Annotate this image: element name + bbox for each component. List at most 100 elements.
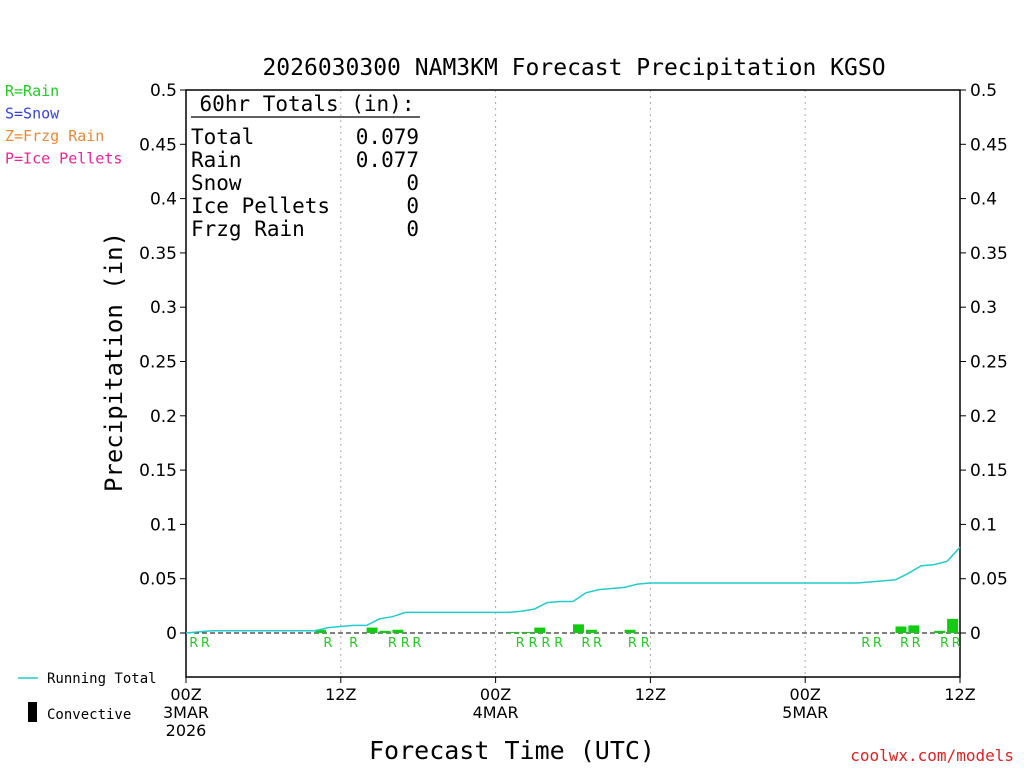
series-legend-label: Convective <box>47 707 131 723</box>
plot-area-frame <box>185 89 961 678</box>
rain-marker: R <box>201 636 210 651</box>
precip-bar <box>521 631 533 633</box>
rain-marker: R <box>593 636 602 651</box>
precip-bar <box>573 624 584 633</box>
totals-label: Ice Pellets <box>191 194 330 218</box>
totals-value: 0 <box>406 194 419 218</box>
precip-bar <box>585 629 597 633</box>
y-tick-label-right: 0.2 <box>970 407 997 427</box>
rain-marker: R <box>388 636 397 651</box>
vertical-gridlines <box>340 90 806 677</box>
y-tick-label-right: 0.4 <box>970 190 997 210</box>
rain-marker: R <box>541 636 550 651</box>
rain-marker: R <box>528 636 537 651</box>
y-axis-label: Precipitation (in) <box>100 232 128 492</box>
precip-bar <box>624 629 636 633</box>
rain-marker: R <box>861 636 870 651</box>
precip-bar <box>947 618 959 633</box>
rain-marker: R <box>189 636 198 651</box>
totals-label: Total <box>191 125 254 149</box>
type-legend-item: P=Ice Pellets <box>5 150 122 168</box>
y-tick-label-right: 0 <box>970 624 981 644</box>
y-tick-label-left: 0.05 <box>139 570 177 590</box>
rain-marker: R <box>900 636 909 651</box>
type-legend-item: Z=Frzg Rain <box>5 127 104 145</box>
type-legend-item: S=Snow <box>5 105 60 123</box>
x-tick-label: 5MAR <box>782 703 828 722</box>
y-tick-label-left: 0.45 <box>139 135 177 155</box>
precip-type-legend: R=Rain S=Snow Z=Frzg Rain P=Ice Pellets <box>5 82 122 168</box>
y-tick-label-right: 0.45 <box>970 135 1008 155</box>
totals-box: 60hr Totals (in): Total 0.079 Rain 0.077 Sno… <box>191 92 420 241</box>
y-tick-label-left: 0.25 <box>139 353 177 373</box>
y-tick-label-left: 0.2 <box>150 407 177 427</box>
convective-legend-swatch <box>28 702 37 722</box>
rain-marker: R <box>516 636 525 651</box>
totals-rows: Total 0.079 Rain 0.077 Snow 0 Ice Pellets 0 Frzg… <box>191 125 419 241</box>
x-axis-label: Forecast Time (UTC) <box>369 736 655 765</box>
precip-bar <box>379 630 391 633</box>
totals-label: Rain <box>191 148 242 172</box>
rain-marker: R <box>323 636 332 651</box>
y-tick-label-left: 0.15 <box>139 461 177 481</box>
rain-marker: R <box>641 636 650 651</box>
y-tick-label-right: 0.5 <box>970 81 997 101</box>
rain-marker: R <box>401 636 410 651</box>
y-tick-label-left: 0.1 <box>150 515 177 535</box>
x-tick-label: 2026 <box>166 721 207 740</box>
rain-marker: R <box>554 636 563 651</box>
rain-marker: R <box>628 636 637 651</box>
rain-marker: R <box>581 636 590 651</box>
y-tick-label-left: 0.3 <box>150 298 177 318</box>
y-tick-label-right: 0.15 <box>970 461 1008 481</box>
rain-marker: R <box>912 636 921 651</box>
hourly-precip-bars <box>315 618 959 633</box>
totals-label: Frzg Rain <box>191 217 305 241</box>
x-tick-label: 12Z <box>635 685 666 704</box>
running-total-series <box>185 546 961 634</box>
y-tick-label-right: 0.05 <box>970 570 1008 590</box>
y-tick-label-right: 0.35 <box>970 244 1008 264</box>
x-tick-label: 00Z <box>480 685 511 704</box>
precip-bar <box>315 629 326 633</box>
totals-value: 0 <box>406 217 419 241</box>
y-tick-label-left: 0.4 <box>150 190 177 210</box>
totals-label: Snow <box>191 171 242 195</box>
rain-marker: R <box>940 636 949 651</box>
series-legend: Running Total Convective <box>18 671 157 723</box>
y-tick-label-left: 0.35 <box>139 244 177 264</box>
y-axis-ticks: 0 00.05 0.050.1 0.10.15 0.150.2 0.20.25 0.250.… <box>139 81 1008 644</box>
watermark: coolwx.com/models <box>850 746 1014 765</box>
y-tick-label-left: 0 <box>166 624 177 644</box>
precip-bar <box>508 631 520 633</box>
rain-marker: R <box>412 636 421 651</box>
x-tick-label: 12Z <box>944 685 975 704</box>
chart-title: 2026030300 NAM3KM Forecast Precipitation… <box>262 55 885 81</box>
y-tick-label-right: 0.1 <box>970 515 997 535</box>
rain-marker: R <box>349 636 358 651</box>
x-tick-label: 00Z <box>790 685 821 704</box>
type-legend-item: R=Rain <box>5 82 59 100</box>
totals-value: 0.077 <box>356 148 419 172</box>
precip-bar <box>366 627 378 633</box>
precip-bar <box>895 626 907 633</box>
precip-bar <box>908 625 920 633</box>
x-tick-label: 3MAR <box>163 703 209 722</box>
series-legend-label: Running Total <box>47 671 157 687</box>
precip-bar <box>934 630 946 633</box>
rain-marker: R <box>952 636 961 651</box>
y-tick-label-right: 0.25 <box>970 353 1008 373</box>
x-tick-label: 4MAR <box>473 703 519 722</box>
totals-heading: 60hr Totals (in): <box>200 92 415 116</box>
running-total-line <box>185 546 961 634</box>
totals-value: 0 <box>406 171 419 195</box>
x-tick-label: 00Z <box>170 685 201 704</box>
x-tick-label: 12Z <box>325 685 356 704</box>
precip-bar <box>392 629 404 633</box>
totals-value: 0.079 <box>356 125 419 149</box>
rain-marker: R <box>873 636 882 651</box>
y-tick-label-right: 0.3 <box>970 298 997 318</box>
